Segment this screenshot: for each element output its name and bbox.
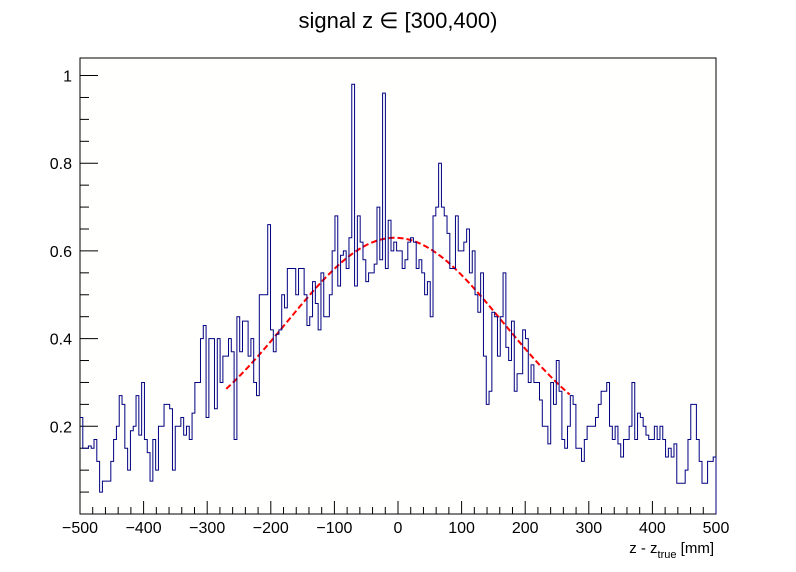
x-tick-label: 100 — [448, 520, 475, 537]
y-axis: 0.2 0.4 0.6 0.8 1 — [50, 69, 98, 493]
x-tick-label: 500 — [703, 520, 730, 537]
fit-curve — [225, 236, 571, 396]
plot-frame — [79, 57, 717, 515]
x-tick-label: −400 — [126, 520, 162, 537]
y-tick-label: 1 — [63, 69, 72, 86]
x-axis-label-sub: true — [658, 549, 677, 561]
y-tick-label: 0.4 — [50, 332, 72, 349]
y-tick-label: 0.8 — [50, 156, 72, 173]
x-tick-label: 200 — [512, 520, 539, 537]
x-tick-label: −500 — [62, 520, 98, 537]
y-tick-label: 0.2 — [50, 419, 72, 436]
chart-title: signal z ∈ [300,400) — [299, 8, 498, 33]
x-axis-label: z - ztrue [mm] — [629, 540, 714, 561]
x-axis: −500 −400 −300 −200 −100 0 100 200 300 400 500 — [62, 501, 729, 537]
fit-curve-layer — [225, 236, 571, 396]
x-axis-label-main: z - z — [629, 540, 657, 557]
x-tick-label: 0 — [394, 520, 403, 537]
y-tick-label: 0.6 — [50, 244, 72, 261]
x-tick-label: −100 — [316, 520, 352, 537]
x-tick-label: 300 — [575, 520, 602, 537]
x-tick-label: −200 — [253, 520, 289, 537]
x-tick-label: 400 — [639, 520, 666, 537]
x-axis-label-unit: [mm] — [677, 540, 715, 557]
histogram-line — [80, 83, 717, 514]
histogram-layer — [80, 83, 717, 514]
x-tick-label: −300 — [189, 520, 225, 537]
